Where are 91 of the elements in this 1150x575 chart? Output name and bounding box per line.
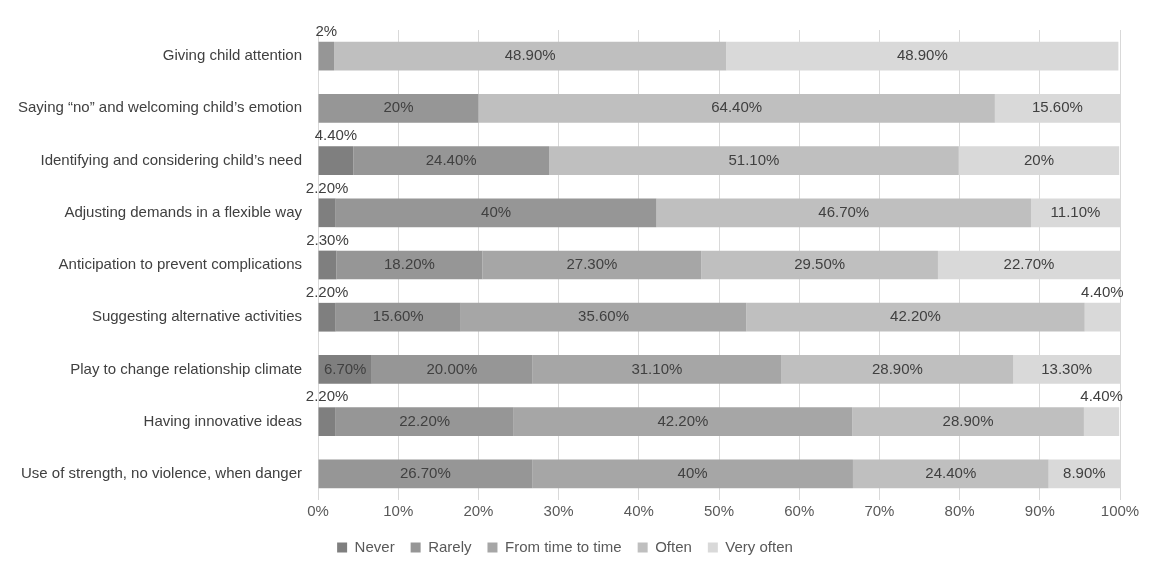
x-tick-label: 30% — [543, 502, 574, 520]
x-tick-label: 10% — [383, 502, 414, 520]
y-tick-label: Giving child attention — [162, 46, 303, 64]
data-label: 22.20% — [399, 411, 451, 429]
data-label: 20.00% — [426, 359, 478, 377]
data-label: 4.40% — [1081, 283, 1124, 300]
data-label: 2% — [315, 21, 338, 39]
bar — [478, 93, 995, 123]
bar — [549, 146, 959, 175]
x-tick-label: 80% — [944, 502, 975, 520]
data-label: 31.10% — [631, 359, 683, 377]
data-label: 6.70% — [323, 359, 367, 377]
bar — [781, 355, 1014, 384]
bar — [852, 459, 1049, 489]
bar — [532, 459, 853, 489]
data-label: 18.20% — [384, 255, 435, 273]
y-tick-label: Play to change relationship climate — [70, 359, 303, 377]
data-label: 22.70% — [1003, 255, 1055, 273]
bar — [371, 355, 533, 384]
bar — [460, 302, 747, 332]
bar — [318, 407, 336, 437]
y-tick-label: Anticipation to prevent complications — [58, 255, 303, 273]
data-label: 64.40% — [711, 98, 763, 116]
data-label: 42.20% — [657, 411, 709, 429]
data-label: 42.20% — [890, 307, 941, 325]
bar — [318, 459, 533, 489]
bar — [318, 93, 479, 123]
bar — [532, 355, 782, 384]
x-tick-label: 100% — [1100, 502, 1140, 520]
x-tick-label: 20% — [463, 502, 494, 520]
data-label: 48.90% — [504, 46, 556, 64]
y-tick-label: Saying “no” and welcoming child’s emotion — [17, 98, 303, 116]
y-tick-label: Having innovative ideas — [143, 411, 303, 429]
data-label: 27.30% — [566, 255, 618, 273]
data-label: 13.30% — [1041, 359, 1093, 377]
data-label: 48.90% — [896, 46, 948, 64]
data-label: 20% — [1023, 150, 1055, 168]
data-label: 2.20% — [305, 387, 349, 405]
data-label: 8.90% — [1063, 464, 1106, 482]
bar — [318, 146, 354, 175]
legend-label: Rarely — [428, 537, 472, 555]
bar — [482, 250, 702, 280]
bar — [335, 407, 514, 437]
bar — [318, 41, 335, 71]
legend-label: Very often — [725, 537, 793, 555]
data-label: 46.70% — [818, 202, 870, 220]
legend-label: Often — [655, 537, 692, 555]
data-label: 35.60% — [578, 307, 629, 325]
data-label: 2.20% — [305, 178, 349, 196]
bar — [334, 41, 727, 71]
y-tick-label: Adjusting demands in a flexible way — [64, 202, 303, 220]
data-label: 26.70% — [399, 464, 451, 482]
data-label: 4.40% — [1080, 387, 1123, 405]
bar — [656, 198, 1031, 228]
data-label: 2.20% — [305, 283, 349, 300]
bar — [318, 302, 336, 332]
x-tick-label: 70% — [864, 502, 895, 520]
bar — [318, 198, 336, 228]
bar — [701, 250, 938, 280]
x-tick-label: 50% — [704, 502, 735, 520]
data-label: 24.40% — [425, 150, 477, 168]
data-label: 28.90% — [872, 359, 923, 377]
data-label: 40% — [481, 202, 512, 220]
bar — [335, 302, 461, 332]
data-label: 20% — [383, 98, 414, 116]
bar — [852, 407, 1084, 437]
x-tick-label: 40% — [623, 502, 654, 520]
legend-label: From time to time — [504, 537, 622, 555]
data-label: 2.30% — [306, 230, 349, 248]
data-label: 29.50% — [794, 255, 846, 273]
bar — [318, 250, 337, 280]
y-tick-label: Identifying and considering child’s need — [40, 150, 303, 168]
data-label: 11.10% — [1050, 202, 1101, 220]
y-tick-label: Use of strength, no violence, when danger — [21, 464, 303, 482]
x-tick-label: 90% — [1024, 502, 1055, 520]
bar — [513, 407, 853, 437]
bar — [335, 198, 657, 228]
data-label: 51.10% — [728, 150, 780, 168]
bar — [746, 302, 1085, 332]
x-tick-label: 60% — [784, 502, 815, 520]
bar — [336, 250, 483, 280]
x-tick-label: 0% — [307, 502, 329, 520]
data-label: 15.60% — [372, 307, 424, 325]
data-label: 40% — [677, 464, 708, 482]
data-label: 4.40% — [314, 126, 358, 144]
legend-label: Never — [354, 537, 395, 555]
bar — [353, 146, 550, 175]
data-label: 15.60% — [1032, 98, 1083, 116]
data-label: 24.40% — [925, 464, 977, 482]
data-label: 28.90% — [942, 411, 994, 429]
y-tick-label: Suggesting alternative activities — [91, 307, 303, 325]
